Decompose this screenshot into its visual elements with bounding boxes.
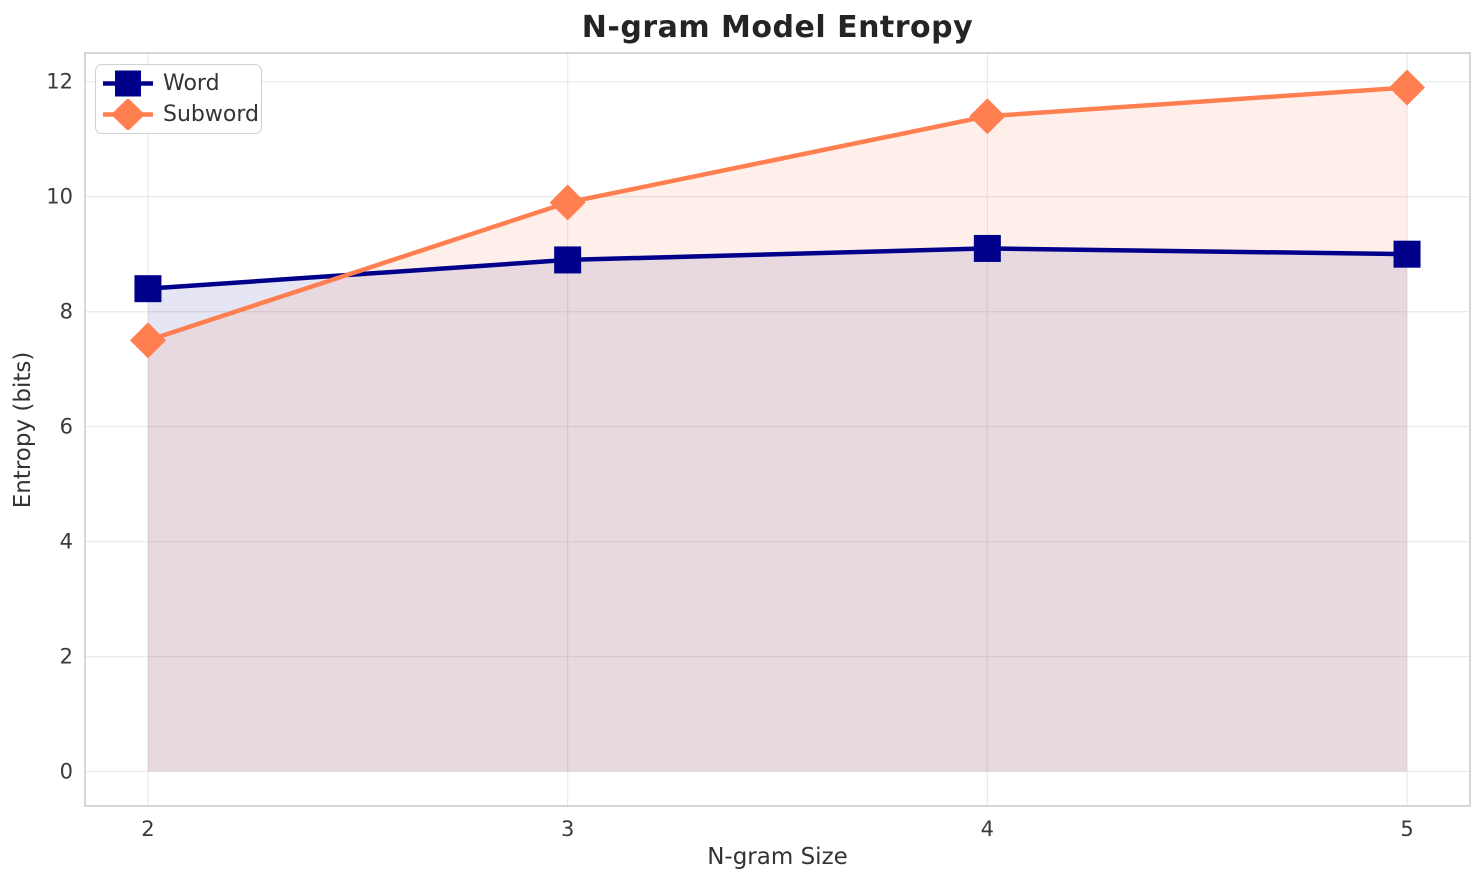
y-tick-label: 2 xyxy=(60,645,73,669)
data-point-subword xyxy=(969,98,1006,135)
legend-item-subword: Subword xyxy=(100,99,259,130)
diamond-marker-icon xyxy=(103,99,153,130)
legend-label: Word xyxy=(163,71,220,96)
series-line-word xyxy=(145,246,1410,291)
data-point-word xyxy=(973,234,1001,262)
legend-label: Subword xyxy=(163,102,259,127)
square-marker-icon xyxy=(103,70,153,97)
data-point-word xyxy=(554,246,582,274)
x-axis-label: N-gram Size xyxy=(707,844,848,870)
area-fill-subword xyxy=(147,87,1408,772)
x-tick-label: 4 xyxy=(981,817,994,841)
y-tick-label: 6 xyxy=(60,415,73,439)
y-axis-label: Entropy (bits) xyxy=(10,351,36,509)
x-tick-label: 2 xyxy=(141,817,154,841)
y-tick-label: 4 xyxy=(60,530,73,554)
legend: Word Subword xyxy=(95,64,262,134)
data-point-word xyxy=(1393,240,1421,268)
area-fill-word xyxy=(147,248,1408,772)
x-tick-label: 3 xyxy=(561,817,574,841)
plot-border xyxy=(84,52,1471,807)
y-tick-label: 12 xyxy=(46,70,73,94)
data-point-subword xyxy=(129,322,166,359)
data-point-subword xyxy=(1389,69,1426,106)
y-tick-label: 10 xyxy=(46,185,73,209)
chart-title: N-gram Model Entropy xyxy=(581,10,974,45)
y-tick-label: 8 xyxy=(60,300,73,324)
series-line-subword xyxy=(145,85,1410,343)
x-tick-label: 5 xyxy=(1400,817,1413,841)
legend-item-word: Word xyxy=(100,68,251,99)
data-point-word xyxy=(134,275,162,303)
data-point-subword xyxy=(549,184,586,221)
y-tick-label: 0 xyxy=(60,760,73,784)
